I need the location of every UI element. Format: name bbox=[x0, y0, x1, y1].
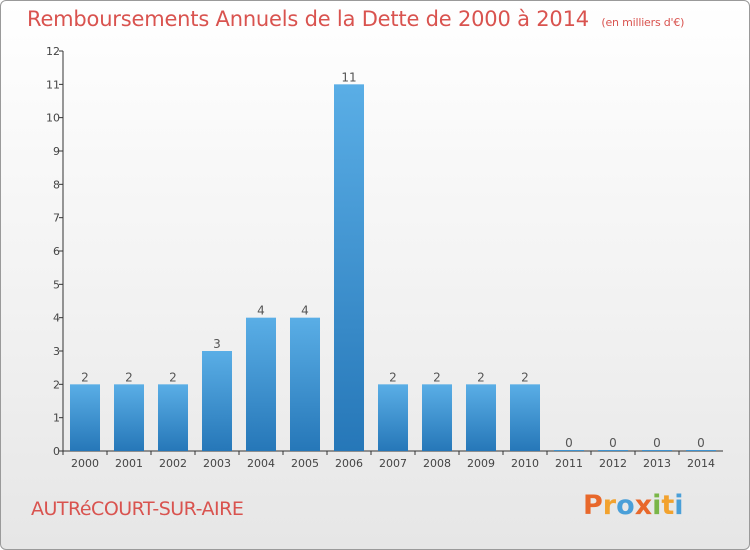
logo-letter: i bbox=[674, 490, 684, 521]
title-unit: (en milliers d'€) bbox=[601, 16, 685, 29]
bar-value-label: 2 bbox=[389, 370, 397, 384]
x-tick-label: 2011 bbox=[555, 457, 583, 470]
y-tick-label: 9 bbox=[53, 145, 60, 158]
proxiti-logo: Proxiti bbox=[583, 490, 684, 521]
logo-letter: o bbox=[616, 490, 635, 521]
bar-value-label: 4 bbox=[257, 304, 265, 318]
bar bbox=[246, 317, 276, 451]
bar bbox=[290, 317, 320, 451]
logo-letter: x bbox=[634, 490, 653, 521]
y-tick-label: 2 bbox=[53, 378, 60, 391]
bar-value-label: 11 bbox=[341, 70, 356, 84]
y-tick-label: 5 bbox=[53, 278, 60, 291]
bar-value-label: 2 bbox=[477, 370, 485, 384]
x-tick-label: 2005 bbox=[291, 457, 319, 470]
x-tick-label: 2000 bbox=[71, 457, 99, 470]
bar bbox=[334, 84, 364, 451]
y-tick-label: 8 bbox=[53, 178, 60, 191]
bar-value-label: 2 bbox=[521, 370, 529, 384]
bar bbox=[642, 450, 672, 451]
y-tick-label: 12 bbox=[46, 45, 60, 58]
bar bbox=[554, 450, 584, 451]
logo-letter: P bbox=[583, 490, 603, 521]
x-tick-label: 2014 bbox=[687, 457, 715, 470]
logo-letter: r bbox=[602, 490, 617, 521]
x-tick-label: 2001 bbox=[115, 457, 143, 470]
bar-value-label: 0 bbox=[565, 436, 573, 450]
bar bbox=[202, 351, 232, 451]
bar-value-label: 0 bbox=[653, 436, 661, 450]
x-tick-label: 2002 bbox=[159, 457, 187, 470]
x-tick-label: 2012 bbox=[599, 457, 627, 470]
place-name: AUTRéCOURT-SUR-AIRE bbox=[31, 498, 244, 520]
bar bbox=[598, 450, 628, 451]
bar-value-label: 0 bbox=[697, 436, 705, 450]
x-tick-label: 2009 bbox=[467, 457, 495, 470]
logo-letter: i bbox=[652, 490, 662, 521]
bar bbox=[466, 384, 496, 451]
bar-value-label: 3 bbox=[213, 337, 221, 351]
bar-value-label: 4 bbox=[301, 304, 309, 318]
bar bbox=[114, 384, 144, 451]
logo-letter: t bbox=[661, 490, 675, 521]
bar bbox=[422, 384, 452, 451]
y-tick-label: 7 bbox=[53, 212, 60, 225]
bar bbox=[686, 450, 716, 451]
y-tick-label: 11 bbox=[46, 78, 60, 91]
bar bbox=[510, 384, 540, 451]
bar bbox=[378, 384, 408, 451]
y-tick-label: 3 bbox=[53, 345, 60, 358]
y-tick-label: 10 bbox=[46, 112, 60, 125]
bar-value-label: 2 bbox=[125, 370, 133, 384]
x-tick-label: 2013 bbox=[643, 457, 671, 470]
bars bbox=[70, 84, 716, 451]
bar bbox=[70, 384, 100, 451]
chart-title: Remboursements Annuels de la Dette de 20… bbox=[27, 7, 684, 31]
y-tick-label: 4 bbox=[53, 312, 60, 325]
x-tick-label: 2003 bbox=[203, 457, 231, 470]
y-tick-label: 6 bbox=[53, 245, 60, 258]
bar-value-label: 2 bbox=[433, 370, 441, 384]
bar-value-label: 2 bbox=[81, 370, 89, 384]
x-tick-label: 2010 bbox=[511, 457, 539, 470]
x-tick-label: 2008 bbox=[423, 457, 451, 470]
bar-value-label: 2 bbox=[169, 370, 177, 384]
bar bbox=[158, 384, 188, 451]
x-tick-label: 2007 bbox=[379, 457, 407, 470]
bar-value-label: 0 bbox=[609, 436, 617, 450]
x-tick-label: 2006 bbox=[335, 457, 363, 470]
x-tick-label: 2004 bbox=[247, 457, 275, 470]
y-tick-label: 1 bbox=[53, 412, 60, 425]
title-text: Remboursements Annuels de la Dette de 20… bbox=[27, 7, 589, 31]
data-labels: 2 2 2 3 4 4 11 2 2 2 2 0 0 0 0 bbox=[81, 70, 705, 450]
y-tick-label: 0 bbox=[53, 445, 60, 458]
